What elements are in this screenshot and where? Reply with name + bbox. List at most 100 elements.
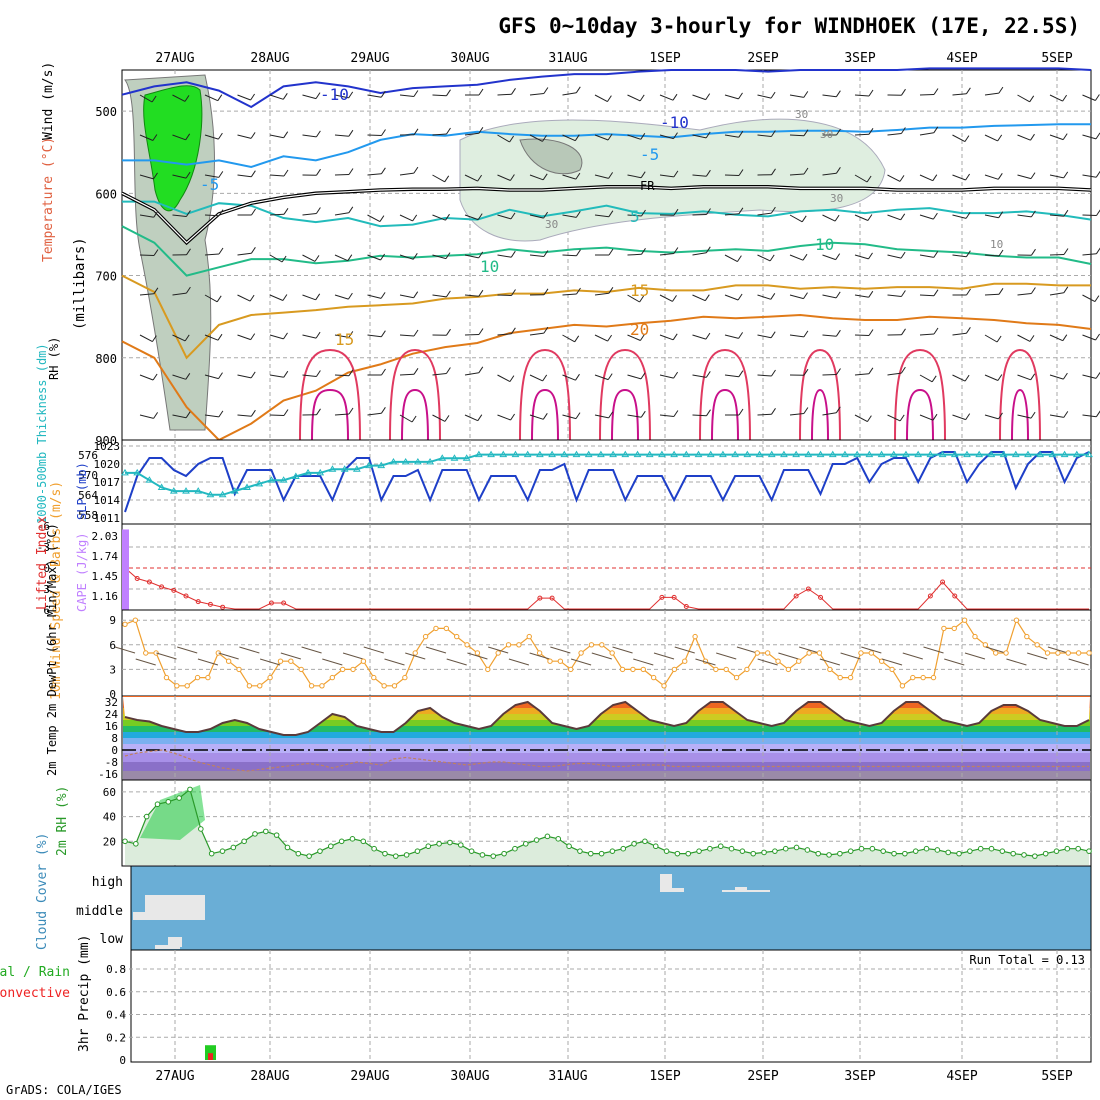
thickness-point	[780, 450, 788, 458]
rh-point	[154, 801, 161, 808]
wind-barb	[269, 254, 283, 263]
wind-barb	[822, 254, 836, 261]
warm-isotherm-loop	[799, 348, 841, 441]
wind-speed-point	[308, 683, 315, 689]
wind-barb-feather	[218, 247, 224, 255]
wind-barb-feather	[380, 330, 386, 337]
wind-barb	[204, 253, 220, 256]
wind-barb-feather	[1096, 209, 1100, 216]
hot-isotherm-loop	[906, 388, 934, 441]
thickness-point	[401, 457, 410, 465]
thickness-point	[926, 450, 935, 458]
thickness-point	[462, 454, 471, 461]
wind-barb-feather	[413, 291, 419, 298]
wind-barb-feather	[608, 210, 614, 217]
wind-speed-point	[381, 683, 387, 689]
wind-barb-feather	[283, 131, 289, 138]
thickness-point	[828, 450, 837, 458]
wind-barb	[659, 174, 674, 178]
wind-barb-feather	[1030, 373, 1036, 381]
wind-barb	[724, 254, 738, 263]
surface-wind-barb	[674, 646, 695, 654]
thickness-point	[316, 468, 325, 476]
wind-barb	[562, 92, 577, 96]
wind-barb	[919, 214, 934, 220]
wind-barb-feather	[673, 410, 679, 417]
wind-speed-point	[267, 674, 273, 681]
surface-wind-barb	[944, 658, 965, 666]
wind-barb-feather	[998, 288, 1004, 295]
thickness-point	[902, 450, 910, 458]
rh-area	[125, 789, 1089, 865]
wind-barb-feather	[834, 214, 840, 222]
thickness-point	[340, 465, 349, 472]
wind-barb-feather	[706, 409, 711, 416]
rh-point	[598, 850, 605, 857]
wind-barb	[984, 293, 1000, 296]
wind-barb-feather	[933, 251, 939, 258]
freezing-level-label: FR	[640, 179, 655, 193]
wind-barb	[497, 294, 512, 296]
thickness-point	[877, 450, 886, 458]
wind-barb-feather	[153, 287, 159, 295]
lifted-cape-panel: -6 -3 0 3 6 2.03 1.74 1.45 1.16 Lifted Index CAP…	[35, 516, 1092, 617]
wind-speed-point	[1044, 650, 1051, 656]
wind-barb-feather	[380, 253, 386, 261]
wind-barb	[464, 414, 479, 422]
wind-barb-feather	[576, 287, 581, 295]
warm-isotherm-loop	[519, 348, 571, 441]
thickness-point	[975, 450, 984, 458]
wind-speed-point	[122, 621, 128, 627]
rh-point	[544, 833, 551, 840]
surface-wind-barb	[591, 652, 612, 660]
wind-barb-feather	[379, 215, 385, 222]
wind-barb	[237, 134, 252, 139]
wind-barb-feather	[607, 133, 613, 141]
wind-barb	[919, 132, 934, 136]
wind-barb-feather	[153, 249, 159, 256]
wind-barb	[367, 134, 382, 136]
wind-barb	[464, 254, 479, 259]
thickness-point	[438, 454, 447, 461]
wind-barb	[919, 254, 934, 258]
wind-barb	[367, 94, 382, 98]
wind-barb-feather	[1030, 287, 1036, 294]
wind-barb	[952, 214, 967, 219]
date-label-bottom: 4SEP	[946, 1069, 977, 1084]
wind-barb	[562, 334, 575, 343]
wind-barb-feather	[738, 370, 744, 377]
wind-barb-feather	[770, 91, 776, 99]
precip-tick-label: 0.4	[106, 1009, 126, 1022]
rh-point	[457, 842, 464, 848]
wind-barb-feather	[1030, 411, 1036, 419]
wind-barb	[269, 414, 285, 416]
wind-speed-point	[485, 666, 491, 673]
wind-barb	[1082, 294, 1096, 303]
cape-tick-label: 2.03	[92, 530, 119, 543]
wind-barb-feather	[901, 88, 906, 96]
wind-barb	[692, 174, 707, 177]
wind-speed-point	[174, 683, 180, 689]
surface-wind-barb	[695, 658, 716, 666]
wind-barb-feather	[900, 251, 906, 259]
wind-barb	[367, 173, 382, 176]
dewpoint-line	[124, 749, 1089, 772]
lifted-point	[927, 593, 933, 599]
wind-barb-feather	[185, 411, 191, 418]
wind-barb-feather	[316, 168, 321, 176]
chart-title: GFS 0~10day 3-hourly for WINDHOEK (17E, …	[498, 14, 1080, 38]
temp-tick-label: 32	[105, 696, 118, 709]
wind-barb	[367, 334, 382, 338]
wind-barb-feather	[315, 331, 321, 339]
temperature-colour-bands	[123, 696, 1090, 780]
precip-tick-label: 0	[119, 1054, 126, 1067]
wind-barb	[529, 134, 543, 142]
wind-speed-point	[184, 683, 190, 689]
wind-barb-feather	[543, 250, 549, 257]
wind-barb	[1049, 254, 1065, 256]
wind-barb	[334, 212, 349, 216]
surface-wind-barb	[1027, 652, 1048, 660]
lifted-point	[683, 604, 689, 609]
wind-barb-feather	[1030, 172, 1036, 179]
